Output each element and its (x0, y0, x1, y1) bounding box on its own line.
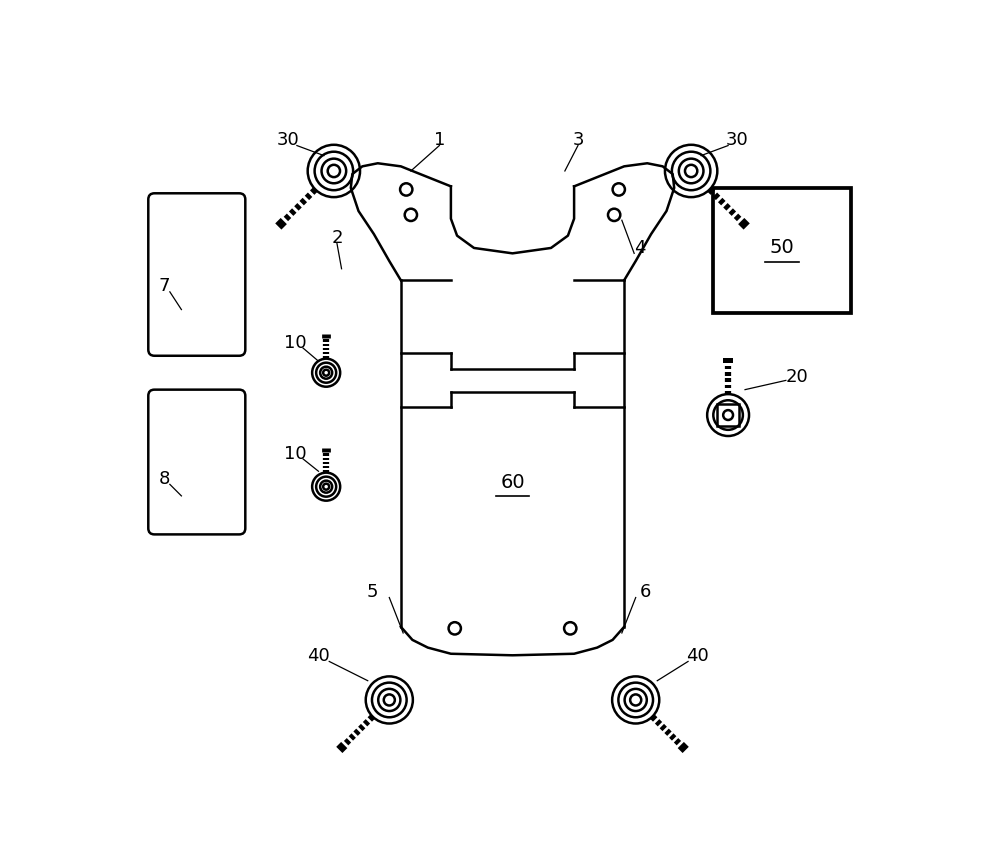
Text: 5: 5 (367, 583, 378, 601)
Text: 60: 60 (500, 472, 525, 492)
Text: 2: 2 (331, 229, 343, 247)
Text: 7: 7 (159, 278, 170, 296)
Bar (713, 187, 851, 313)
Text: 8: 8 (159, 470, 170, 488)
Text: 10: 10 (284, 445, 307, 463)
Text: 30: 30 (726, 132, 749, 149)
Text: 3: 3 (572, 132, 584, 149)
Text: 10: 10 (284, 335, 307, 353)
Bar (717, 404, 739, 427)
Text: 40: 40 (686, 647, 709, 665)
Text: 40: 40 (307, 647, 330, 665)
Text: 50: 50 (770, 238, 794, 257)
Text: 6: 6 (639, 583, 651, 601)
Text: 4: 4 (634, 239, 645, 257)
Text: 20: 20 (786, 367, 809, 385)
Text: 30: 30 (276, 132, 299, 149)
Text: 1: 1 (434, 132, 445, 149)
